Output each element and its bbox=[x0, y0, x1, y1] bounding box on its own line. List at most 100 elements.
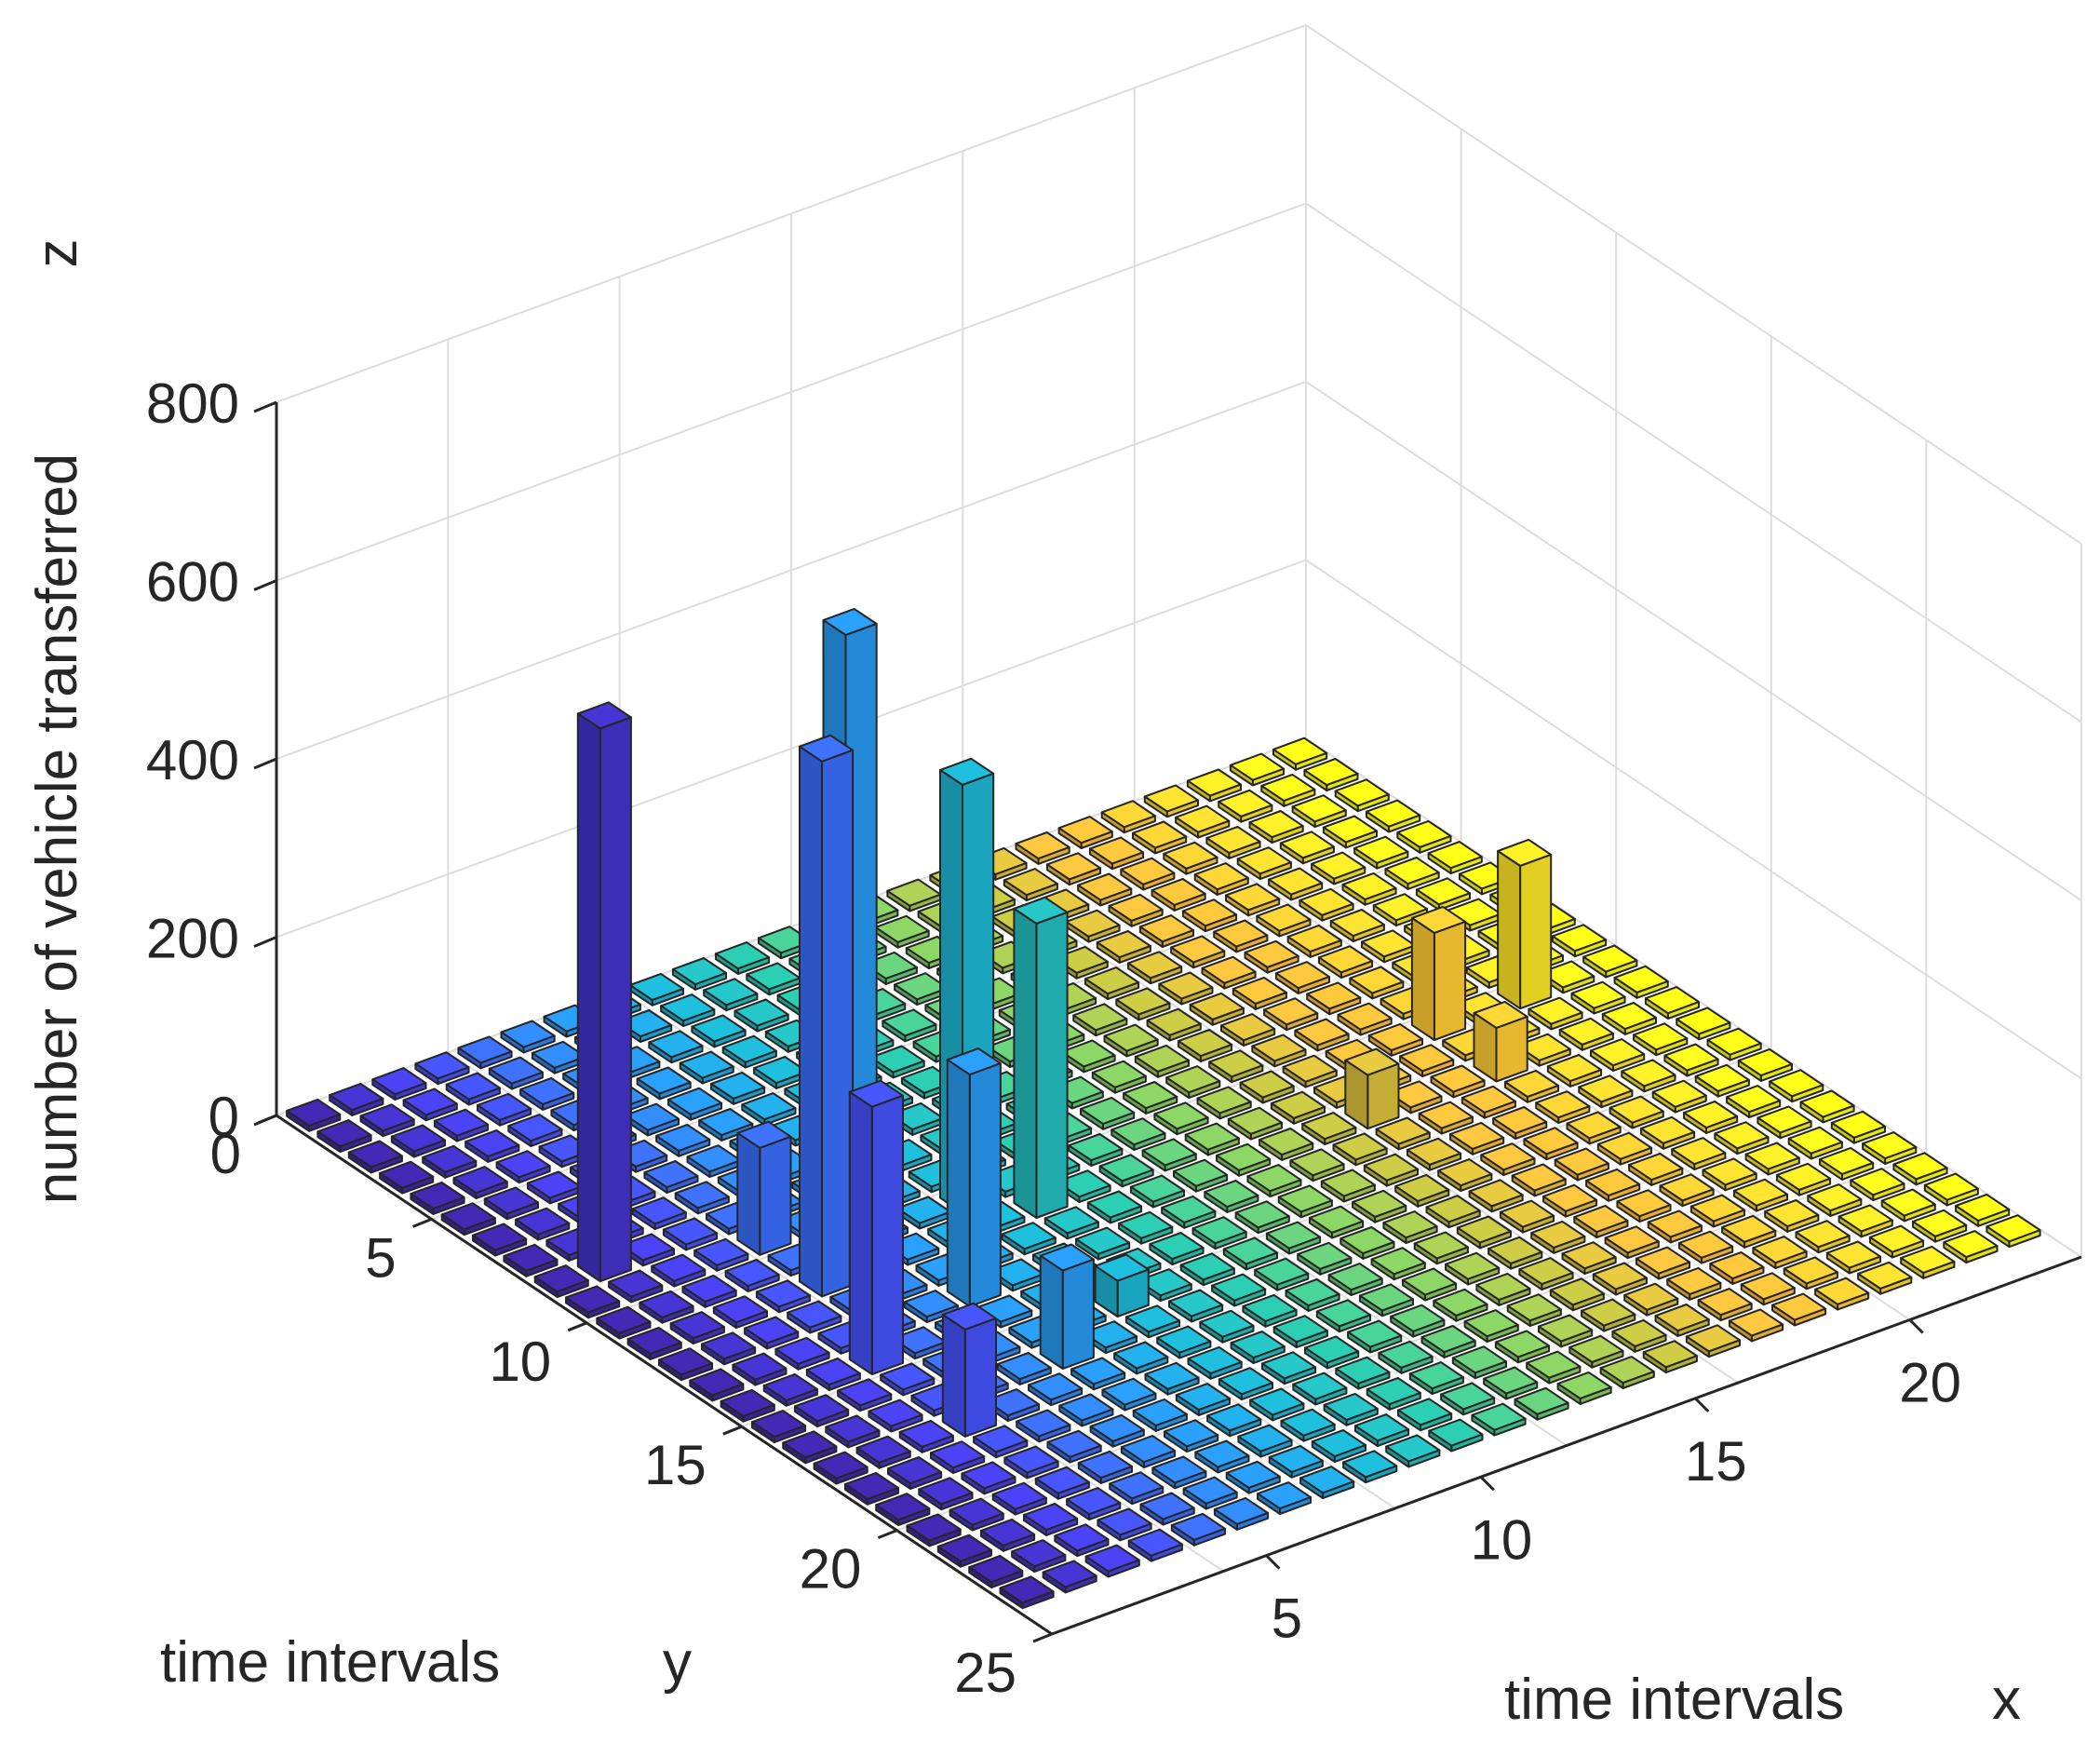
bar-base bbox=[1077, 872, 1133, 907]
bar-side bbox=[767, 1254, 792, 1277]
bar-side bbox=[1506, 1304, 1531, 1328]
bar-base bbox=[882, 1008, 937, 1043]
bar-base bbox=[1118, 1210, 1174, 1245]
bar-base bbox=[1070, 1357, 1126, 1391]
bar-base bbox=[1249, 1387, 1305, 1422]
bar bbox=[1497, 838, 1553, 1010]
bar-side bbox=[1352, 1201, 1377, 1223]
bar-side bbox=[648, 1041, 673, 1064]
bar-side bbox=[1101, 1388, 1126, 1412]
bar-base bbox=[1506, 1293, 1562, 1328]
bar-side bbox=[1042, 1571, 1067, 1594]
bar-base bbox=[1237, 1424, 1293, 1458]
bar-side bbox=[1054, 1534, 1079, 1558]
bar-side bbox=[576, 712, 601, 1283]
bar-base bbox=[440, 1202, 496, 1236]
bar-base bbox=[1177, 1029, 1233, 1062]
bar-side bbox=[1306, 993, 1331, 1016]
bar-side bbox=[1260, 785, 1286, 807]
bar-side bbox=[1120, 1446, 1145, 1468]
bar-side bbox=[1857, 1273, 1882, 1295]
z-axis-letter: z bbox=[25, 239, 89, 268]
bar-side bbox=[1070, 1368, 1095, 1391]
bar-side bbox=[1413, 1242, 1438, 1265]
bar-base bbox=[1232, 976, 1287, 1010]
y-tick-mark bbox=[1032, 1632, 1053, 1643]
bar bbox=[848, 1079, 904, 1376]
bar-base bbox=[714, 941, 771, 975]
bar-base bbox=[1274, 961, 1330, 994]
bar-side bbox=[1353, 1425, 1379, 1448]
bar-side bbox=[1246, 1175, 1272, 1198]
bar-base bbox=[1390, 1304, 1446, 1338]
bar-side bbox=[721, 1046, 747, 1069]
bar-side bbox=[1596, 1142, 1622, 1166]
bar-side bbox=[1578, 1086, 1603, 1109]
bar bbox=[1473, 1000, 1528, 1083]
bar-side bbox=[1165, 1076, 1191, 1100]
bar-base bbox=[996, 1352, 1052, 1385]
bar-side bbox=[1526, 1361, 1551, 1385]
bar-side bbox=[1230, 1342, 1255, 1364]
bar-base bbox=[1468, 1179, 1524, 1213]
bar-side bbox=[433, 1119, 458, 1142]
bar-base bbox=[1573, 1205, 1629, 1238]
bar-side bbox=[915, 1264, 940, 1287]
bar-side bbox=[608, 1280, 633, 1304]
bar-base bbox=[1616, 1189, 1672, 1223]
bar-side bbox=[457, 1047, 482, 1070]
bar-base bbox=[669, 1311, 725, 1344]
bar-base bbox=[1437, 1158, 1493, 1192]
bar-side bbox=[1123, 1092, 1148, 1115]
bar-base bbox=[1659, 1173, 1715, 1208]
bar-base bbox=[1726, 1085, 1782, 1118]
bar-side bbox=[910, 1394, 936, 1417]
bar-base bbox=[1566, 1111, 1622, 1145]
bar-base bbox=[1170, 935, 1226, 969]
bar-base bbox=[1127, 1528, 1183, 1562]
bar-base bbox=[898, 1419, 954, 1453]
bar-base bbox=[1315, 1299, 1371, 1333]
bar-base bbox=[1546, 1054, 1603, 1088]
bar-side bbox=[390, 1135, 415, 1158]
bar-front bbox=[1366, 1062, 1400, 1130]
bar-base bbox=[1787, 1126, 1843, 1160]
bar-side bbox=[639, 1301, 664, 1324]
bar-base bbox=[886, 878, 942, 912]
bar-base bbox=[624, 1102, 680, 1137]
x-tick-label: 20 bbox=[1899, 1352, 1961, 1414]
x-tick-mark bbox=[1479, 1476, 1495, 1492]
bar-side bbox=[1397, 1409, 1421, 1432]
bar-side bbox=[693, 1249, 719, 1272]
bar-base bbox=[1042, 1560, 1097, 1594]
bar-base bbox=[1164, 1419, 1219, 1453]
bar-side bbox=[1248, 821, 1273, 844]
bar-base bbox=[1596, 1131, 1652, 1166]
bar-side bbox=[1764, 1210, 1789, 1233]
bar-side bbox=[1339, 1237, 1365, 1260]
bar-side bbox=[1437, 1169, 1462, 1192]
bar-base bbox=[316, 1119, 372, 1154]
bar-side bbox=[741, 1103, 766, 1127]
bar-side bbox=[941, 1314, 966, 1438]
bar-side bbox=[843, 1483, 868, 1506]
bar-side bbox=[1494, 1341, 1519, 1364]
bar-base bbox=[1599, 1356, 1655, 1389]
bar-side bbox=[1222, 1248, 1247, 1271]
bar-base bbox=[906, 1513, 962, 1547]
bar-base bbox=[1111, 1117, 1166, 1152]
bar-base bbox=[1256, 903, 1312, 938]
bar-side bbox=[1097, 1519, 1122, 1542]
bar-base bbox=[1601, 1002, 1657, 1035]
bar-side bbox=[1206, 1414, 1232, 1438]
bar-side bbox=[855, 1446, 881, 1469]
bar-base bbox=[1213, 919, 1269, 953]
bar-base bbox=[1097, 1507, 1152, 1542]
bar-base bbox=[1518, 1257, 1574, 1290]
bar-base bbox=[1279, 831, 1335, 865]
bar-side bbox=[1616, 1200, 1641, 1223]
bar-base bbox=[1282, 1054, 1338, 1088]
bar-side bbox=[1111, 1128, 1136, 1152]
bar-base bbox=[329, 1083, 384, 1116]
